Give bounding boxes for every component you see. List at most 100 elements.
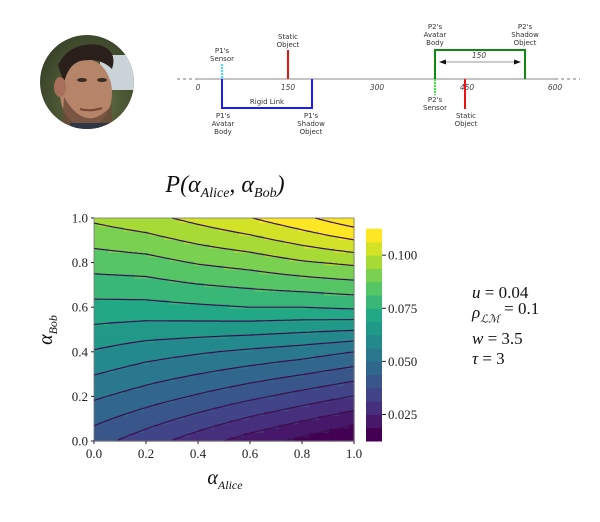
- contour-cell: [109, 350, 115, 356]
- contour-cell: [114, 402, 120, 408]
- contour-cell: [309, 290, 315, 296]
- contour-cell: [94, 333, 100, 339]
- contour-cell: [229, 269, 235, 275]
- contour-cell: [184, 278, 190, 283]
- contour-cell: [99, 329, 105, 335]
- contour-cell: [94, 256, 100, 262]
- contour-cell: [209, 338, 215, 343]
- contour-cell: [199, 389, 205, 395]
- contour-cell: [334, 316, 340, 322]
- contour-cell: [114, 346, 120, 352]
- contour-cell: [139, 350, 145, 356]
- contour-cell: [309, 239, 315, 245]
- contour-cell: [169, 402, 175, 408]
- contour-cell: [304, 299, 310, 305]
- contour-cell: [324, 230, 330, 236]
- contour-cell: [314, 260, 320, 266]
- contour-cell: [279, 432, 285, 438]
- contour-cell: [124, 350, 130, 356]
- contour-cell: [199, 239, 205, 245]
- contour-cell: [344, 260, 350, 266]
- contour-cell: [154, 385, 160, 391]
- contour-cell: [304, 406, 310, 412]
- contour-cell: [154, 419, 160, 425]
- contour-cell: [259, 415, 265, 421]
- contour-cell: [94, 286, 100, 292]
- contour-cell: [94, 260, 100, 266]
- contour-cell: [179, 329, 185, 335]
- axis-ticks: 0.0 0.2 0.4 0.6 0.8 1.00.00.20.40.60.81.0: [72, 211, 362, 462]
- contour-cell: [109, 295, 115, 301]
- contour-cell: [194, 273, 200, 279]
- contour-cell: [109, 235, 115, 241]
- contour-cell: [274, 432, 280, 438]
- contour-cell: [279, 436, 285, 442]
- contour-cell: [234, 222, 240, 228]
- contour-cell: [274, 393, 280, 399]
- contour-cell: [109, 423, 115, 429]
- contour-cell: [104, 218, 110, 223]
- contour-cell: [274, 350, 280, 356]
- contour-cell: [269, 278, 275, 283]
- contour-cell: [224, 218, 230, 223]
- contour-cell: [209, 269, 215, 275]
- contour-cell: [329, 295, 335, 301]
- contour-cell: [179, 312, 185, 318]
- contour-cell: [279, 355, 285, 361]
- contour-cell: [254, 252, 260, 258]
- contour-cell: [259, 436, 265, 442]
- contour-cell: [344, 398, 350, 404]
- contour-cell: [309, 265, 315, 271]
- contour-cell: [149, 333, 155, 339]
- contour-cell: [179, 419, 185, 425]
- contour-cell: [189, 406, 195, 412]
- contour-cell: [139, 218, 145, 223]
- contour-cell: [164, 286, 170, 292]
- contour-cell: [229, 329, 235, 335]
- contour-cell: [284, 278, 290, 283]
- contour-cell: [159, 308, 165, 313]
- contour-line: [93, 351, 355, 402]
- contour-cell: [299, 265, 305, 271]
- contour-cell: [209, 389, 215, 395]
- contour-cell: [289, 406, 295, 412]
- contour-cell: [334, 243, 340, 249]
- contour-cell: [204, 385, 210, 391]
- contour-cell: [114, 368, 120, 373]
- contour-cell: [134, 320, 140, 326]
- contour-cell: [349, 350, 355, 356]
- contour-cell: [329, 273, 335, 279]
- p2-shadow-object-label: P2's Shadow Object: [511, 23, 539, 47]
- contour-cell: [174, 419, 180, 425]
- contour-cell: [169, 325, 175, 331]
- contour-cell: [189, 248, 195, 253]
- contour-cell: [169, 338, 175, 343]
- contour-cell: [99, 333, 105, 339]
- contour-cell: [339, 359, 345, 365]
- contour-cell: [149, 265, 155, 271]
- contour-cell: [334, 226, 340, 232]
- contour-cell: [239, 363, 245, 369]
- contour-cell: [154, 256, 160, 262]
- contour-cell: [129, 290, 135, 296]
- contour-cell: [189, 342, 195, 348]
- contour-cell: [124, 218, 130, 223]
- contour-cell: [244, 419, 250, 425]
- contour-cell: [214, 325, 220, 331]
- contour-cell: [329, 308, 335, 313]
- contour-cell: [94, 350, 100, 356]
- contour-cell: [224, 380, 230, 386]
- contour-cell: [159, 402, 165, 408]
- contour-cell: [194, 230, 200, 236]
- contour-cell: [144, 389, 150, 395]
- contour-cell: [344, 428, 350, 434]
- contour-cell: [189, 320, 195, 326]
- contour-cell: [144, 329, 150, 335]
- contour-cell: [339, 308, 345, 313]
- contour-cell: [279, 286, 285, 292]
- contour-cell: [284, 389, 290, 395]
- contour-cell: [349, 239, 355, 245]
- contour-cell: [239, 295, 245, 301]
- contour-cell: [214, 432, 220, 438]
- contour-cell: [109, 256, 115, 262]
